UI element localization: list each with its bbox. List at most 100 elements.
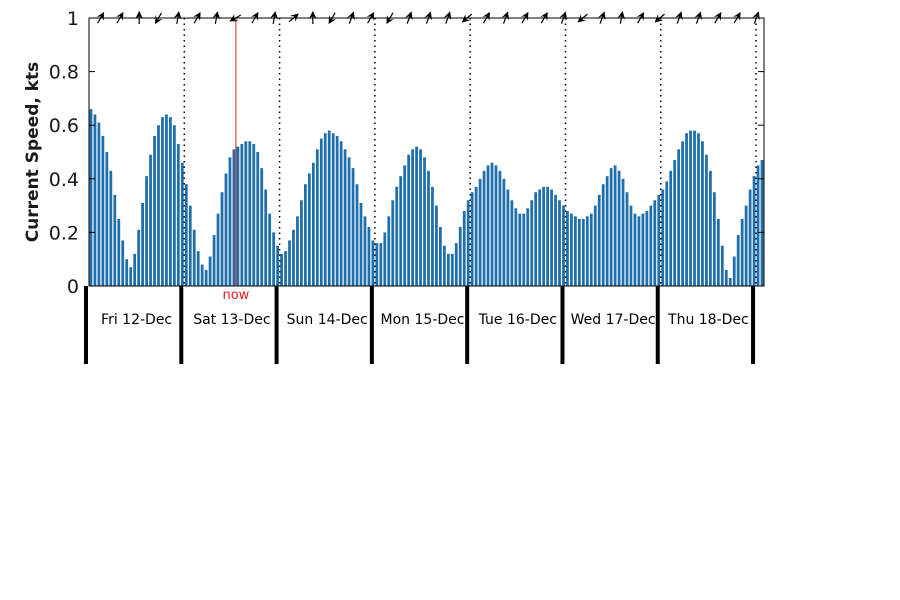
speed-bar (669, 170, 673, 286)
speed-bar (581, 219, 585, 286)
speed-bar (232, 149, 236, 286)
speed-bar (165, 114, 168, 286)
direction-arrow (154, 12, 163, 25)
speed-bar (641, 213, 645, 286)
bar-series (89, 109, 764, 287)
direction-arrow (752, 11, 760, 24)
speed-bar (466, 200, 470, 286)
direction-arrow (540, 11, 548, 24)
speed-bar (248, 141, 252, 286)
speed-bar (137, 229, 141, 286)
speed-bar (375, 243, 379, 286)
now-label: now (222, 288, 249, 303)
speed-bar (327, 130, 331, 286)
speed-bar (558, 200, 561, 286)
speed-bar (625, 192, 629, 286)
speed-bar (407, 154, 411, 286)
speed-bar (292, 229, 295, 286)
speed-bar (502, 178, 506, 286)
y-axis: 0 0.2 0.4 0.6 0.8 1 (49, 8, 764, 298)
speed-bar (450, 253, 454, 286)
speed-bar (510, 200, 514, 286)
speed-bar (748, 189, 752, 286)
speed-bar (367, 227, 371, 286)
speed-bar (335, 135, 339, 286)
speed-bar (228, 157, 232, 286)
speed-bar (264, 189, 268, 286)
speed-bar (121, 240, 125, 286)
speed-bar (554, 194, 557, 286)
speed-bar (597, 194, 601, 286)
speed-bar (478, 178, 482, 286)
speed-bar (756, 165, 760, 286)
direction-arrow (115, 11, 124, 24)
speed-bar (462, 210, 466, 286)
speed-bar (224, 173, 228, 286)
speed-bar (617, 170, 621, 286)
direction-arrow (461, 13, 473, 23)
speed-bar (379, 243, 383, 286)
speed-bar (732, 256, 736, 286)
speed-bar (728, 277, 732, 286)
speed-bar (109, 170, 113, 286)
speed-bar (311, 162, 315, 286)
speed-bar (621, 178, 625, 286)
speed-bar (220, 192, 224, 286)
direction-arrow (347, 11, 355, 24)
direction-arrow (675, 11, 683, 24)
speed-bar (526, 208, 530, 286)
speed-bar (458, 227, 462, 286)
direction-arrow (96, 11, 105, 24)
speed-bar (538, 189, 542, 286)
speed-bar (343, 149, 347, 286)
speed-bar (161, 117, 164, 286)
speed-bar (689, 130, 692, 286)
speed-bar (208, 256, 212, 286)
direction-arrow (520, 11, 529, 24)
day-label: Fri 12-Dec (101, 312, 172, 328)
speed-bar (673, 160, 677, 286)
now-marker: now (222, 18, 250, 303)
speed-bar (442, 245, 446, 286)
speed-bar (391, 200, 395, 286)
speed-bar (498, 170, 502, 286)
speed-bar (387, 216, 391, 286)
speed-bar (296, 216, 299, 286)
speed-bar (323, 133, 327, 286)
speed-bar (304, 184, 307, 286)
speed-bar (697, 133, 700, 286)
speed-bar (371, 240, 375, 286)
day-label: Sat 13-Dec (193, 312, 270, 328)
speed-bar (490, 162, 494, 286)
speed-bar (240, 143, 244, 286)
y-tick-label: 1 (67, 8, 79, 30)
y-tick-label: 0.4 (49, 169, 79, 191)
y-tick-label: 0.2 (49, 222, 79, 244)
direction-arrow (577, 13, 588, 23)
speed-bar (665, 181, 669, 286)
speed-bar (522, 213, 526, 286)
speed-bar (331, 133, 335, 286)
speed-bar (419, 149, 422, 286)
speed-bar (677, 149, 681, 286)
direction-arrow (405, 11, 413, 24)
speed-bar (633, 213, 637, 286)
speed-bar (315, 149, 319, 286)
speed-bar (141, 202, 144, 286)
speed-bar (542, 186, 546, 286)
direction-arrow (135, 11, 144, 24)
direction-arrow (694, 11, 702, 24)
day-labels: Fri 12-Dec Sat 13-Dec Sun 14-Dec Mon 15-Dec… (101, 312, 749, 328)
speed-bar (736, 235, 740, 286)
speed-bar (188, 205, 192, 286)
direction-arrow (654, 13, 665, 23)
speed-bar (701, 141, 704, 286)
y-tick-label: 0.6 (49, 115, 79, 137)
speed-bar (176, 143, 180, 286)
speed-bar (605, 176, 609, 286)
speed-bar (268, 213, 272, 286)
speed-bar (395, 186, 399, 286)
speed-bar (280, 253, 283, 286)
speed-bar (566, 210, 569, 286)
